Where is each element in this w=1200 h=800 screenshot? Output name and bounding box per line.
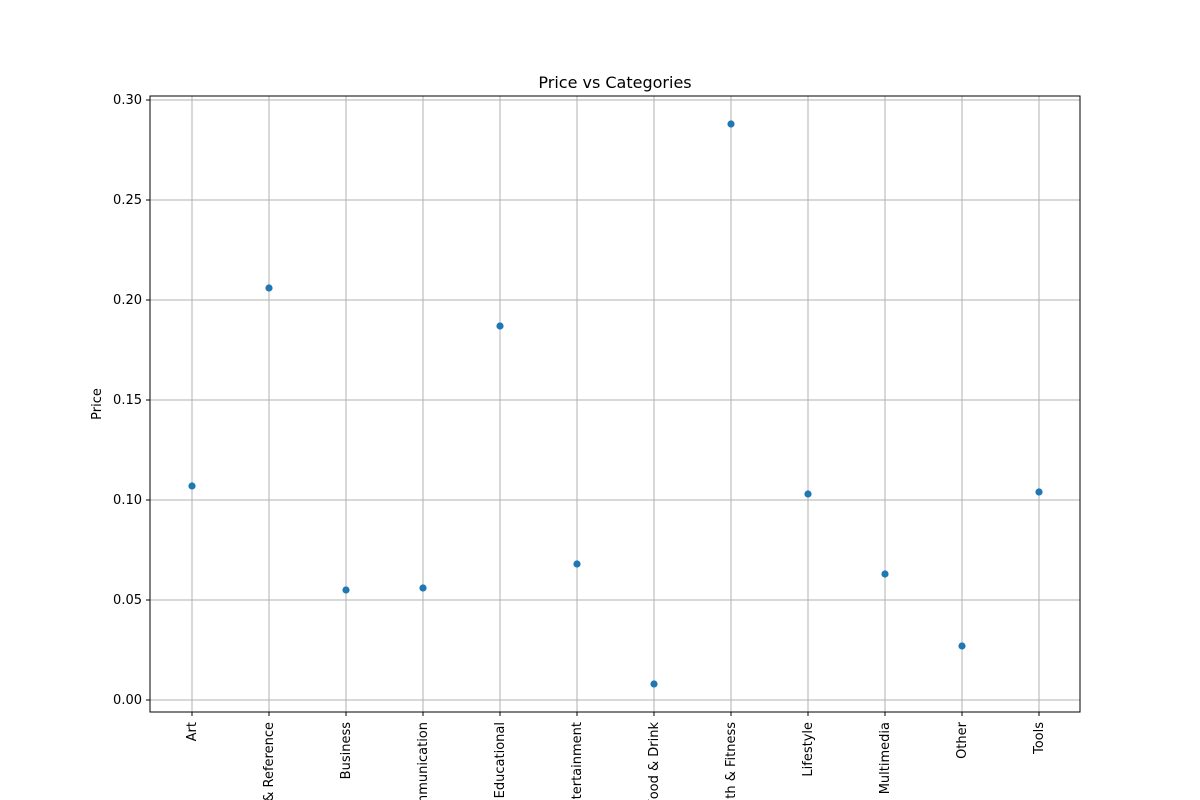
- x-tick-label: Educational: [493, 722, 508, 798]
- data-point: [419, 584, 427, 592]
- data-point: [881, 570, 889, 578]
- x-tick-label: Other: [955, 721, 970, 759]
- grid-layer: [150, 96, 1080, 712]
- data-points: [188, 120, 1043, 688]
- x-tick-label: Art: [185, 722, 200, 741]
- data-point: [188, 482, 196, 490]
- y-tick-label: 0.20: [113, 293, 142, 308]
- y-axis: 0.00 0.05 0.10 0.15 0.20 0.25 0.30: [113, 93, 150, 708]
- y-tick-label: 0.30: [113, 93, 142, 108]
- x-tick-label: Multimedia: [878, 722, 893, 794]
- x-tick-label: Entertainment: [570, 722, 585, 800]
- chart-title: Price vs Categories: [538, 73, 691, 92]
- data-point: [727, 120, 735, 128]
- data-point: [496, 322, 504, 330]
- data-point: [342, 586, 350, 594]
- x-tick-label: Book & Reference: [262, 722, 277, 800]
- x-tick-label: Tools: [1032, 722, 1047, 755]
- x-tick-label: Health & Fitness: [724, 722, 739, 800]
- x-tick-label: Business: [339, 722, 354, 780]
- data-point: [958, 642, 966, 650]
- data-point: [804, 490, 812, 498]
- y-tick-label: 0.05: [113, 593, 142, 608]
- x-axis: Art Book & Reference Business Communication…: [185, 712, 1047, 800]
- data-point: [573, 560, 581, 568]
- y-tick-label: 0.00: [113, 693, 142, 708]
- x-tick-label: Lifestyle: [801, 722, 816, 777]
- y-axis-label: Price: [90, 388, 105, 420]
- y-tick-label: 0.25: [113, 193, 142, 208]
- y-tick-label: 0.10: [113, 493, 142, 508]
- data-point: [1035, 488, 1043, 496]
- y-tick-label: 0.15: [113, 393, 142, 408]
- x-tick-label: Food & Drink: [647, 722, 662, 800]
- data-point: [265, 284, 273, 292]
- x-tick-label: Communication: [416, 722, 431, 800]
- data-point: [650, 680, 658, 688]
- plot-frame: [149, 95, 1081, 713]
